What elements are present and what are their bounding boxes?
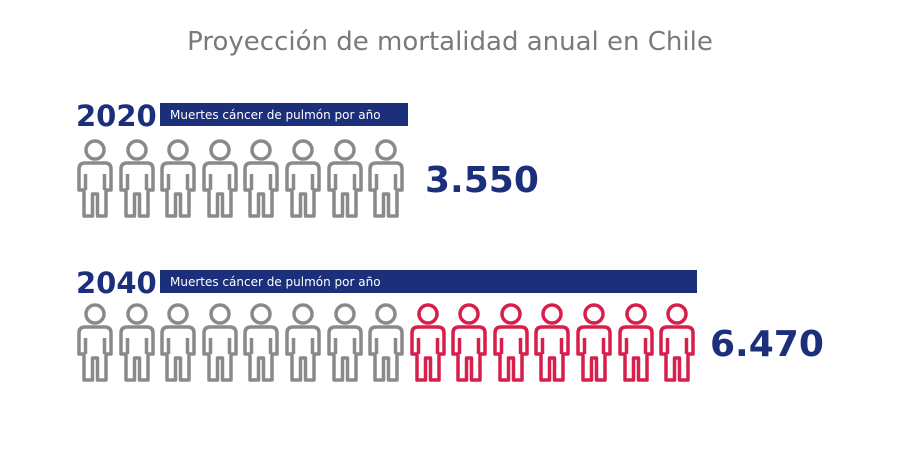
year: 2040 — [76, 266, 157, 300]
year: 2020 — [76, 99, 157, 133]
icons-gray — [77, 303, 404, 382]
label-bar — [160, 270, 697, 293]
bar-label: Muertes cáncer de pulmón por año — [170, 108, 381, 122]
icons-gray — [77, 139, 404, 218]
title: Proyección de mortalidad anual en Chile — [187, 27, 713, 57]
icons-red — [410, 303, 695, 382]
bar-label: Muertes cáncer de pulmón por año — [170, 275, 381, 289]
value: 6.470 — [710, 324, 824, 365]
value: 3.550 — [425, 160, 539, 201]
label-bar — [160, 103, 408, 126]
